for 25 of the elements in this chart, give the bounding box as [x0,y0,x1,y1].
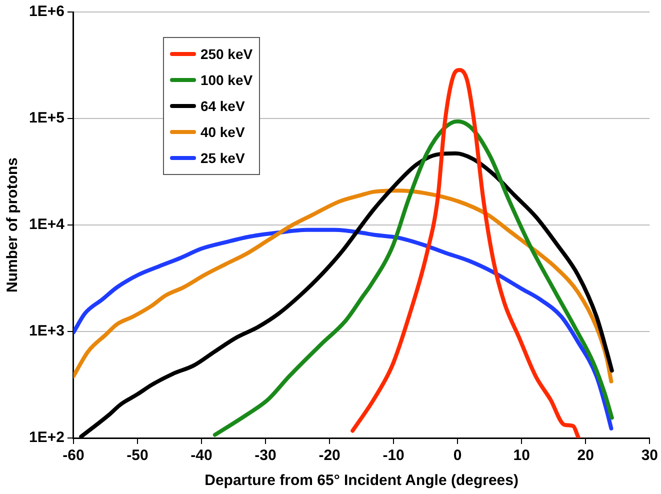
legend-label: 64 keV [200,98,245,114]
y-tick-label: 1E+4 [28,216,66,234]
x-tick-label: -20 [318,447,340,464]
x-tick-label: 10 [513,447,530,464]
line-series [73,188,614,384]
y-tick-label: 1E+3 [28,322,64,340]
y-tick-label: 1E+2 [28,429,64,446]
x-tick-label: 30 [641,447,658,464]
legend-label: 25 keV [200,150,245,166]
x-tick-label: 0 [453,447,462,464]
x-axis-title: Departure from 65° Incident Angle (degrees) [204,472,518,490]
legend-label: 40 keV [200,124,245,140]
y-tick-label: 1E+5 [28,110,64,127]
line-series [73,228,614,430]
x-tick-label: -10 [382,447,404,464]
x-tick-label: -50 [126,447,148,464]
x-tick-label: 20 [577,447,594,464]
x-tick-label: -60 [62,447,84,464]
y-axis-title: Number of protons [4,158,22,292]
legend-label: 250 keV [200,46,253,62]
line-series [350,68,581,438]
x-tick-label: -30 [254,447,276,464]
y-tick-label: 1E+6 [28,3,64,20]
x-tick-label: -40 [190,447,212,464]
legend-label: 100 keV [200,72,253,88]
